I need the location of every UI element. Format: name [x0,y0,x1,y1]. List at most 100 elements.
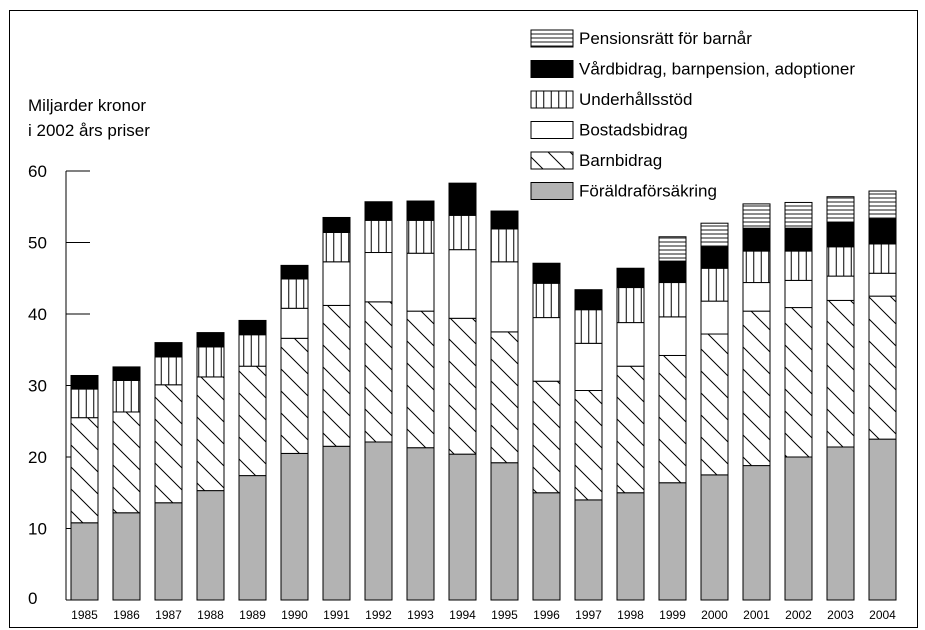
bar-segment [700,333,729,476]
x-tick-label: 1986 [113,608,140,622]
x-tick-label: 1999 [659,608,686,622]
bar-segment [532,492,561,601]
bar-segment [742,282,771,312]
legend-label: Vårdbidrag, barnpension, adoptioner [579,60,855,79]
x-tick-label: 1985 [71,608,98,622]
bar-segment [868,295,897,440]
bar-segment [658,236,687,262]
y-tick-label: 10 [28,520,47,539]
bar-segment [616,267,645,289]
y-axis-label-line-2: i 2002 års priser [28,121,150,140]
bar-segment [658,482,687,601]
x-tick-label: 1993 [407,608,434,622]
y-axis-label-line-1: Miljarder kronor [28,96,147,115]
bar-segment [742,310,771,467]
bar-segment [784,227,813,252]
bar-segment [490,228,519,263]
legend-swatch [530,151,574,170]
bar-segment [364,219,393,254]
bar-segment [616,287,645,324]
bar-segment [784,201,813,229]
bar-segment [868,272,897,297]
legend-swatch [530,121,574,139]
bar-segment [700,222,729,248]
bar-segment [154,356,183,386]
y-tick-label: 60 [28,162,47,181]
x-tick-label: 1987 [155,608,182,622]
bar-segment [490,210,519,230]
bar-segment [238,365,267,477]
bar-segment [700,474,729,601]
bar-segment [532,282,561,319]
bar-segment [322,445,351,601]
bar-segment [826,275,855,301]
legend-swatch [530,90,574,109]
x-tick-label: 2003 [827,608,854,622]
bar-segment [532,262,561,284]
bar-segment [658,316,687,356]
bar-segment [70,522,99,601]
bar-segment [154,502,183,601]
bar-segment [238,319,267,336]
bar-segment [784,279,813,309]
legend-label: Bostadsbidrag [579,121,688,140]
x-tick-label: 1988 [197,608,224,622]
bar-segment [196,376,225,492]
bar-segment [574,499,603,601]
bar-segment [700,267,729,302]
bar-segment [196,346,225,378]
bar-segment [70,417,99,524]
bar-segment [826,299,855,448]
bar-segment [742,465,771,601]
bar-segment [868,218,897,245]
x-tick-label: 1995 [491,608,518,622]
bar-segment [490,261,519,333]
y-tick-label: 40 [28,305,47,324]
bar-segment [448,214,477,251]
bar-segment [490,462,519,601]
bar-segment [280,307,309,339]
bar-segment [868,438,897,601]
bar-segment [658,354,687,484]
bar-segment [616,365,645,494]
bar-segment [532,317,561,382]
x-tick-label: 2002 [785,608,812,622]
bar-segment [700,246,729,269]
x-tick-label: 2001 [743,608,770,622]
bar-segment [70,388,99,419]
legend-label: Föräldraförsäkring [579,182,717,201]
legend-label: Underhållsstöd [579,90,692,109]
legend-label: Barnbidrag [579,151,662,170]
bar-segment [112,411,141,514]
bar-segment [616,322,645,367]
bar-segment [868,190,897,220]
bar-segment [826,221,855,248]
bar-segment [826,196,855,223]
bar-segment [322,261,351,306]
x-tick-label: 1989 [239,608,266,622]
bar-segment [574,309,603,344]
bar-segment [826,246,855,277]
x-tick-label: 1992 [365,608,392,622]
bar-segment [238,475,267,601]
legend-label: Pensionsrätt för barnår [579,29,752,48]
bar-segment [826,446,855,601]
x-tick-label: 1994 [449,608,476,622]
y-tick-label: 50 [28,234,47,253]
bar-segment [448,453,477,601]
bar-segment [406,447,435,601]
bar-segment [112,366,141,381]
bar-segment [490,331,519,464]
bar-segment [112,379,141,413]
bar-segment [574,289,603,311]
bar-segment [322,216,351,233]
x-tick-label: 2004 [869,608,896,622]
bar-segment [322,304,351,447]
bar-segment [448,249,477,319]
x-tick-label: 1997 [575,608,602,622]
bar-segment [112,512,141,601]
legend-swatch [530,182,574,200]
bar-segment [532,380,561,494]
bar-segment [280,278,309,309]
